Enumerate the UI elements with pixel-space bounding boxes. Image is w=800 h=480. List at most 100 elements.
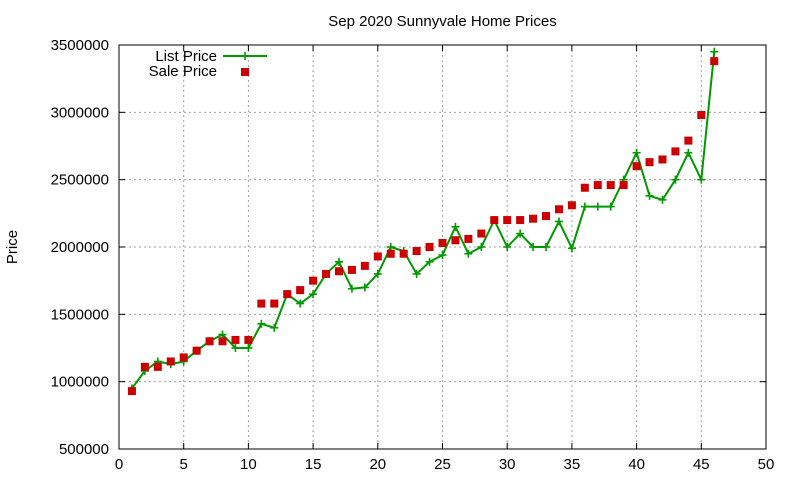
x-tick-label: 15 bbox=[305, 456, 322, 473]
list-price-point bbox=[231, 344, 240, 352]
y-tick-label: 1000000 bbox=[51, 374, 109, 391]
list-price-point bbox=[580, 202, 589, 211]
sale-price-point bbox=[671, 147, 680, 156]
list-price-point bbox=[438, 251, 447, 260]
list-price-point bbox=[360, 283, 369, 292]
x-tick-label: 30 bbox=[499, 456, 516, 473]
sale-price-point bbox=[554, 205, 563, 214]
sale-price-point bbox=[567, 201, 576, 210]
list-price-point bbox=[296, 299, 305, 308]
sale-price-point bbox=[438, 238, 447, 247]
list-price-point bbox=[671, 175, 680, 184]
list-price-point bbox=[451, 222, 460, 231]
sale-price-point bbox=[542, 212, 551, 221]
list-price-point bbox=[386, 243, 395, 251]
x-tick-label: 25 bbox=[434, 456, 451, 473]
sale-price-point bbox=[645, 158, 654, 167]
list-price-point bbox=[334, 257, 343, 266]
x-tick-label: 45 bbox=[693, 456, 710, 473]
legend-label-list-price: List Price bbox=[155, 48, 217, 65]
y-tick-label: 3000000 bbox=[51, 104, 109, 121]
legend-plus-marker bbox=[241, 52, 249, 60]
legend-square-marker bbox=[241, 68, 249, 76]
sale-price-point bbox=[296, 286, 305, 295]
list-price-point bbox=[257, 319, 266, 328]
list-price-point bbox=[412, 269, 421, 278]
sale-price-point bbox=[283, 290, 292, 299]
legend-label-sale-price: Sale Price bbox=[149, 63, 217, 80]
y-tick-label: 2500000 bbox=[51, 172, 109, 189]
list-price-point bbox=[477, 243, 486, 251]
sale-price-point bbox=[464, 234, 473, 243]
sale-price-point bbox=[231, 335, 240, 344]
sale-price-point bbox=[257, 299, 266, 308]
list-price-point bbox=[542, 243, 551, 251]
sale-price-point bbox=[270, 299, 279, 308]
list-price-point bbox=[684, 148, 693, 157]
sale-price-point bbox=[179, 353, 188, 362]
list-price-point bbox=[347, 284, 356, 293]
list-price-point bbox=[270, 323, 279, 332]
grid-lines bbox=[119, 45, 766, 449]
sale-price-point bbox=[140, 362, 149, 371]
list-price-point bbox=[554, 217, 563, 226]
sale-price-point bbox=[205, 337, 214, 346]
list-price-point bbox=[218, 330, 227, 339]
x-tick-label: 40 bbox=[628, 456, 645, 473]
sale-price-point bbox=[153, 362, 162, 371]
sale-price-point bbox=[697, 111, 706, 120]
list-price-point bbox=[529, 243, 538, 251]
axis-ticks: 0 5 10 15 20 25 30 35 40 45 50 500000 1000000 1500000… bbox=[51, 37, 775, 473]
sale-price-point bbox=[477, 229, 486, 238]
list-price-line bbox=[131, 51, 716, 389]
list-price-point bbox=[373, 269, 382, 278]
list-price-point bbox=[309, 290, 318, 299]
sale-price-point bbox=[606, 181, 615, 190]
series-list-price bbox=[127, 47, 719, 393]
sale-price-point bbox=[425, 243, 434, 251]
list-price-point bbox=[606, 202, 615, 211]
y-axis-label: Price bbox=[4, 230, 21, 264]
list-price-point bbox=[425, 257, 434, 266]
sale-price-point bbox=[399, 249, 408, 258]
sale-price-point bbox=[503, 216, 512, 225]
sale-price-point bbox=[580, 183, 589, 192]
y-tick-label: 500000 bbox=[59, 441, 109, 458]
sale-price-point bbox=[632, 162, 641, 171]
x-tick-label: 20 bbox=[369, 456, 386, 473]
list-price-point bbox=[697, 175, 706, 184]
sale-price-point bbox=[516, 216, 525, 225]
sale-price-point bbox=[710, 57, 719, 66]
sale-price-point bbox=[658, 155, 667, 164]
sale-price-point bbox=[218, 337, 227, 346]
x-tick-label: 0 bbox=[115, 456, 123, 473]
series-sale-price bbox=[127, 57, 719, 396]
x-tick-label: 5 bbox=[180, 456, 188, 473]
sale-price-point bbox=[386, 249, 395, 258]
sale-price-point bbox=[373, 252, 382, 261]
list-price-point bbox=[503, 243, 512, 251]
series-layer bbox=[127, 47, 719, 396]
list-price-point bbox=[710, 47, 719, 56]
y-tick-label: 2000000 bbox=[51, 239, 109, 256]
sale-price-point bbox=[166, 357, 175, 366]
sale-price-point bbox=[593, 181, 602, 190]
list-price-point bbox=[593, 202, 602, 211]
list-price-point bbox=[567, 244, 576, 253]
sale-price-point bbox=[322, 269, 331, 278]
sale-price-point bbox=[244, 335, 253, 344]
list-price-point bbox=[244, 344, 253, 352]
sale-price-point bbox=[127, 387, 136, 396]
list-price-point bbox=[658, 195, 667, 204]
x-tick-label: 50 bbox=[758, 456, 775, 473]
chart-title: Sep 2020 Sunnyvale Home Prices bbox=[328, 13, 556, 30]
legend: List Price Sale Price bbox=[149, 48, 267, 80]
sale-price-point bbox=[334, 267, 343, 276]
list-price-point bbox=[516, 229, 525, 238]
sale-price-point bbox=[192, 346, 201, 355]
sale-price-point bbox=[309, 276, 318, 285]
list-price-point bbox=[645, 191, 654, 200]
sale-price-point bbox=[490, 216, 499, 225]
sale-price-point bbox=[360, 261, 369, 270]
